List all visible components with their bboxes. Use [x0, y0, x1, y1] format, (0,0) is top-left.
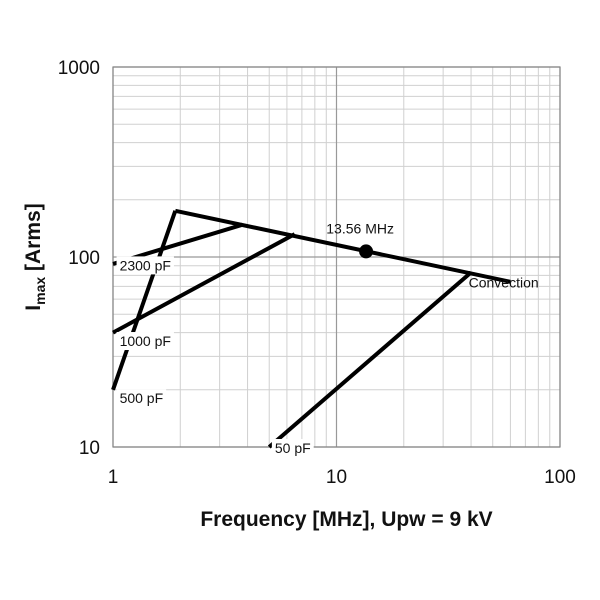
annotation-label: Convection	[469, 275, 539, 291]
annotation-label: 500 pF	[120, 390, 164, 406]
y-tick-label: 10	[79, 438, 100, 459]
marker-layer	[359, 244, 374, 259]
y-tick-label: 100	[68, 248, 100, 269]
y-axis-title: Imax [Arms]	[22, 203, 48, 310]
annotation-background	[116, 256, 174, 275]
annotation-background	[116, 389, 167, 408]
series-lines	[111, 208, 511, 449]
plot-frame	[112, 66, 561, 448]
annotation-background	[271, 438, 314, 457]
annotation-label: 1000 pF	[120, 333, 171, 349]
y-axis-title-main: I	[22, 305, 45, 311]
y-tick-labels: 10 100 1000	[58, 58, 100, 459]
x-tick-label: 100	[544, 467, 576, 488]
annotation-background	[116, 332, 174, 351]
y-tick-label: 1000	[58, 58, 100, 79]
marker-point	[359, 244, 374, 259]
series-line-1000-pf	[112, 232, 296, 335]
y-axis-title-sub: max	[32, 277, 48, 305]
x-tick-label: 10	[326, 467, 347, 488]
x-tick-labels: 1 10 100	[108, 467, 576, 488]
annotation-label: 2300 pF	[120, 257, 171, 273]
x-tick-label: 1	[108, 467, 119, 488]
series-line-convection	[174, 208, 511, 284]
y-axis-title-rest: [Arms]	[22, 203, 45, 277]
x-axis-title: Frequency [MHz], Upw = 9 kV	[200, 508, 492, 531]
annotation-label: 50 pF	[275, 440, 311, 456]
series-line-500-pf	[111, 210, 178, 391]
series-line-50-pf	[267, 270, 473, 449]
annotations: 2300 pF 1000 pF 500 pF 50 pF Convection 13.56…	[116, 220, 539, 457]
annotation-label: 13.56 MHz	[326, 220, 394, 236]
